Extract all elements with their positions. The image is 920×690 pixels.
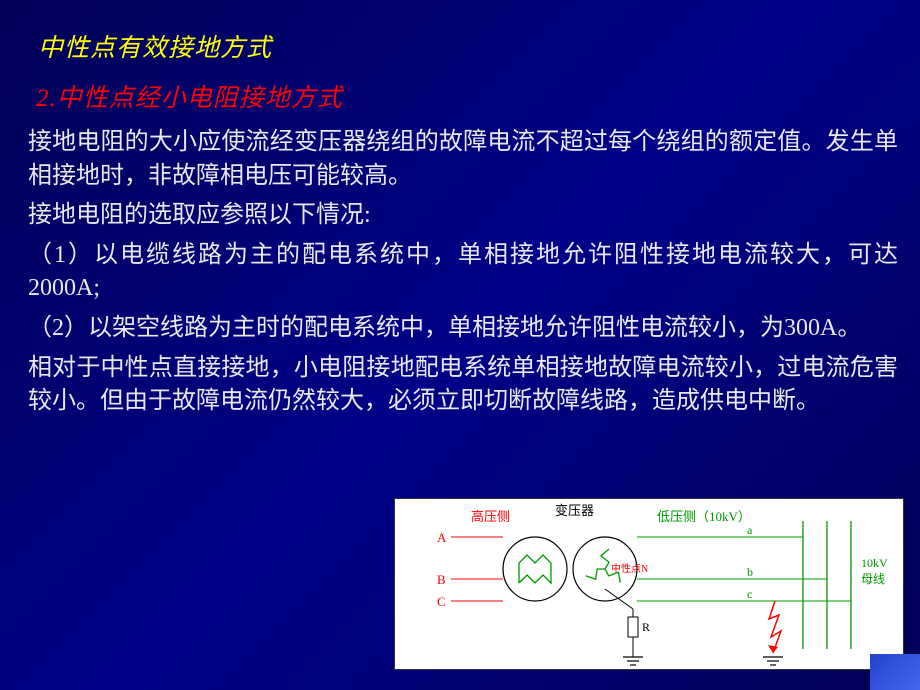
svg-text:变压器: 变压器: [555, 503, 594, 518]
paragraph-2: 接地电阻的选取应参照以下情况:: [28, 199, 898, 233]
heading-small-resistance: 2.中性点经小电阻接地方式: [28, 78, 898, 114]
paragraph-1: 接地电阻的大小应使流经变压器绕组的故障电流不超过每个绕组的额定值。发生单相接地时…: [28, 126, 898, 193]
svg-text:B: B: [437, 572, 446, 587]
svg-text:C: C: [437, 594, 446, 609]
corner-decoration: [870, 654, 920, 690]
svg-text:高压侧: 高压侧: [471, 509, 510, 524]
svg-text:低压侧（10kV）: 低压侧（10kV）: [657, 509, 751, 524]
svg-text:R: R: [642, 620, 650, 634]
svg-text:10kV: 10kV: [861, 556, 888, 570]
paragraph-5: 相对于中性点直接接地，小电阻接地配电系统单相接地故障电流较小，过电流危害较小。但…: [28, 352, 898, 419]
paragraph-4: （2）以架空线路为主时的配电系统中，单相接地允许阻性电流较小，为300A。: [28, 312, 898, 346]
svg-text:c: c: [747, 587, 752, 601]
svg-text:a: a: [747, 523, 753, 537]
svg-text:母线: 母线: [861, 572, 885, 586]
svg-text:b: b: [747, 565, 753, 579]
svg-text:中性点N: 中性点N: [611, 562, 648, 575]
svg-text:A: A: [437, 530, 447, 545]
heading-effective-grounding: 中性点有效接地方式: [28, 28, 898, 64]
transformer-diagram: 高压侧 变压器 低压侧（10kV） A BC 中性点N a bc 10kV 母线 R: [394, 498, 904, 670]
paragraph-3: （1）以电缆线路为主的配电系统中，单相接地允许阻性接地电流较大，可达2000A;: [28, 239, 898, 306]
